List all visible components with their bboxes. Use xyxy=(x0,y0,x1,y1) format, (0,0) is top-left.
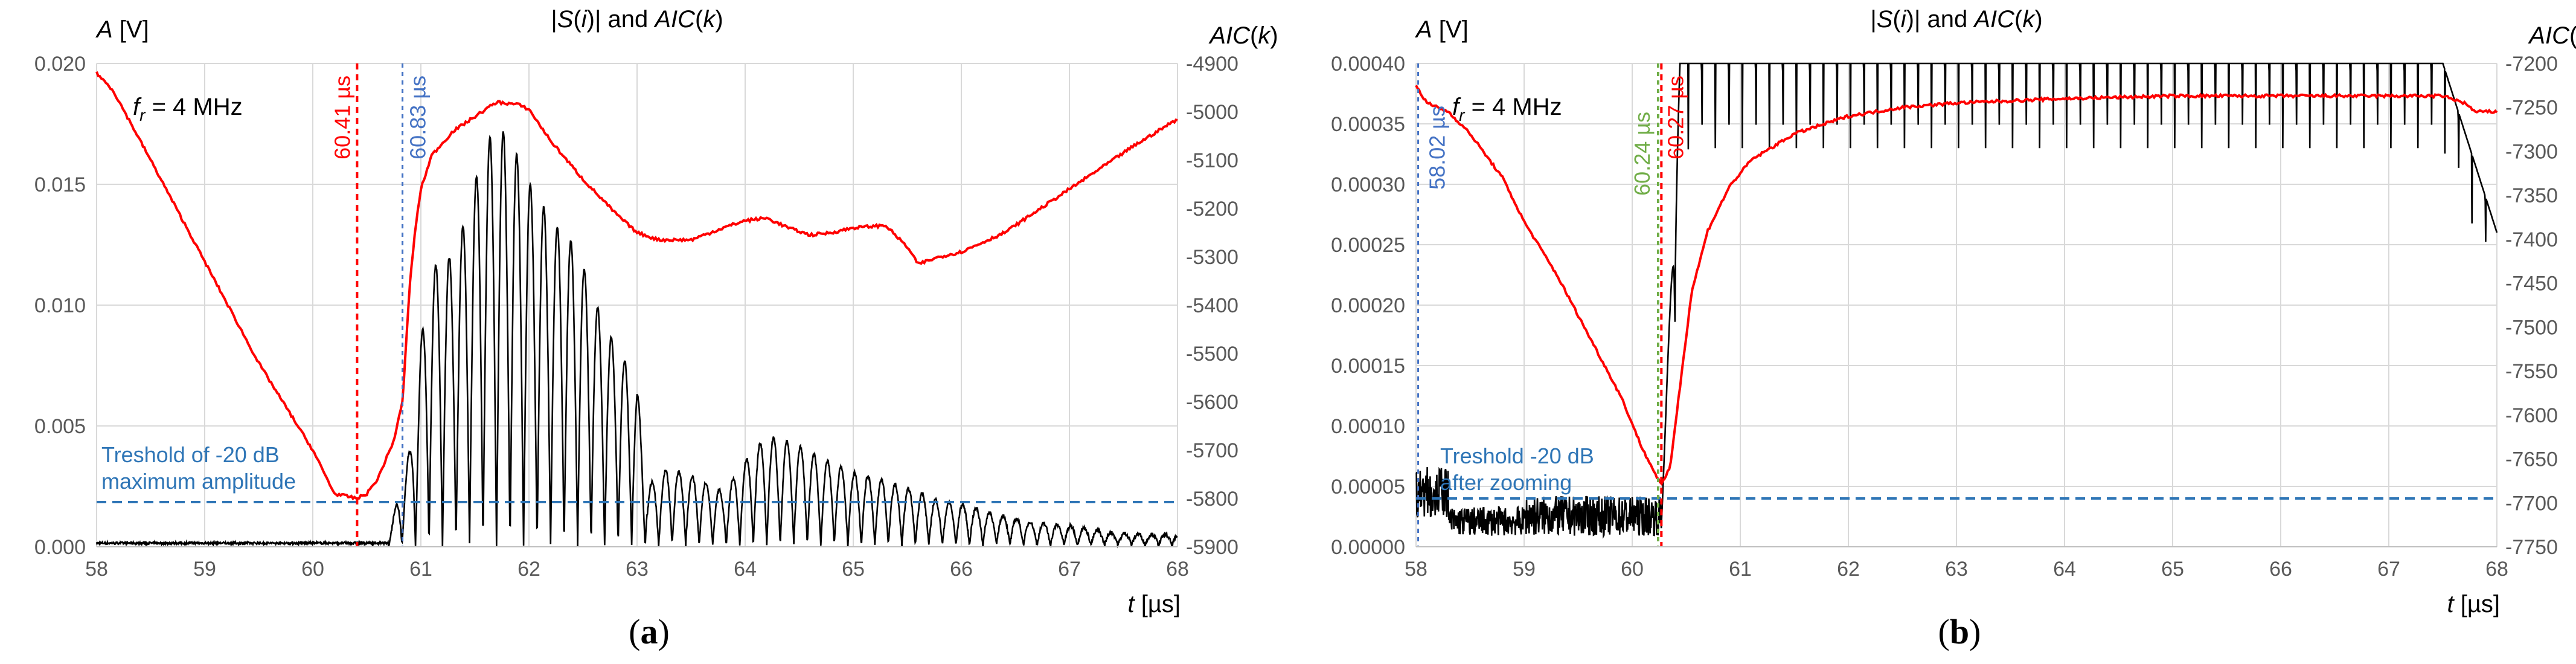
y-right-tick-label: -7700 xyxy=(2505,492,2558,515)
series-line-aic xyxy=(1415,85,2498,486)
y-left-tick-label: 0.005 xyxy=(34,415,86,438)
y-left-tick-label: 0.015 xyxy=(34,173,86,196)
series-line-signal xyxy=(95,131,1178,549)
y-left-tick-label: 0.00005 xyxy=(1331,475,1405,498)
y-left-tick-label: 0.010 xyxy=(34,294,86,317)
y-left-tick-label: 0.000 xyxy=(34,536,86,559)
y-right-tick-label: -5800 xyxy=(1186,488,1238,511)
chart-title: |S(i)| and AIC(k) xyxy=(1870,6,2042,33)
x-tick-label: 67 xyxy=(1058,558,1081,581)
chart-a: 58 59 60 61 62 63 64 65 66 67 68 0.000 0.005 0.010 0.0… xyxy=(34,6,1278,651)
y-left-tick-label: 0.020 xyxy=(34,53,86,76)
vline-label: 60.24 µs xyxy=(1630,112,1655,196)
x-tick-label: 63 xyxy=(1945,558,1968,581)
x-tick-label: 67 xyxy=(2377,558,2400,581)
left-axis-label: A [V] xyxy=(95,16,149,43)
x-tick-label: 58 xyxy=(1405,558,1427,581)
right-axis-label: AIC(k) xyxy=(2528,22,2576,49)
chart-title: |S(i)| and AIC(k) xyxy=(551,6,723,33)
y-right-tick-label: -5900 xyxy=(1186,536,1238,559)
y-left-tick-label: 0.00030 xyxy=(1331,173,1405,196)
threshold-label: after zooming xyxy=(1440,470,1572,495)
x-tick-label: 63 xyxy=(626,558,649,581)
y-right-tick-label: -5200 xyxy=(1186,198,1238,221)
vline-label: 58.02 µs xyxy=(1425,106,1450,190)
x-tick-label: 66 xyxy=(950,558,973,581)
y-left-tick-label: 0.00035 xyxy=(1331,113,1405,136)
x-tick-label: 62 xyxy=(1837,558,1860,581)
x-tick-label: 64 xyxy=(2053,558,2076,581)
x-axis-label: t [µs] xyxy=(2447,591,2500,617)
y-left-tick-label: 0.00000 xyxy=(1331,536,1405,559)
x-tick-label: 64 xyxy=(734,558,757,581)
threshold-label: maximum amplitude xyxy=(101,469,296,494)
x-tick-label: 58 xyxy=(85,558,108,581)
y-right-tick-label: -5000 xyxy=(1186,101,1238,124)
panel-caption: (a) xyxy=(629,612,670,651)
frequency-label: fr = 4 MHz xyxy=(133,94,243,124)
y-right-tick-label: -4900 xyxy=(1186,53,1238,76)
y-right-tick-label: -7500 xyxy=(2505,316,2558,339)
y-right-tick-label: -5300 xyxy=(1186,246,1238,269)
x-tick-label: 61 xyxy=(409,558,432,581)
y-right-tick-label: -5500 xyxy=(1186,343,1238,366)
y-right-tick-label: -7750 xyxy=(2505,536,2558,559)
frequency-label: fr = 4 MHz xyxy=(1452,94,1562,124)
panel-caption: (b) xyxy=(1938,612,1981,651)
y-right-tick-label: -5600 xyxy=(1186,391,1238,414)
vline-label: 60.83 µs xyxy=(406,76,431,160)
x-tick-label: 60 xyxy=(1621,558,1644,581)
y-left-tick-label: 0.00025 xyxy=(1331,234,1405,257)
y-right-tick-label: -5700 xyxy=(1186,439,1238,462)
chart-b: 58 59 60 61 62 63 64 65 66 67 68 0.00000 0.00005 0.00… xyxy=(1331,6,2576,651)
y-right-tick-label: -7350 xyxy=(2505,184,2558,207)
y-right-tick-label: -7550 xyxy=(2505,360,2558,383)
y-right-tick-label: -5400 xyxy=(1186,294,1238,317)
y-right-tick-label: -7400 xyxy=(2505,228,2558,251)
y-right-tick-label: -7600 xyxy=(2505,404,2558,427)
x-tick-label: 61 xyxy=(1729,558,1752,581)
right-axis-label: AIC(k) xyxy=(1208,22,1278,49)
y-left-tick-label: 0.00020 xyxy=(1331,294,1405,317)
x-tick-label: 62 xyxy=(517,558,540,581)
x-tick-label: 65 xyxy=(2161,558,2184,581)
threshold-label: Treshold -20 dB xyxy=(1440,443,1594,468)
y-right-tick-label: -7200 xyxy=(2505,53,2558,76)
x-tick-label: 66 xyxy=(2269,558,2292,581)
x-tick-label: 60 xyxy=(301,558,324,581)
x-tick-label: 68 xyxy=(2485,558,2508,581)
x-tick-label: 68 xyxy=(1166,558,1189,581)
y-left-tick-label: 0.00015 xyxy=(1331,355,1405,378)
y-right-tick-label: -7250 xyxy=(2505,97,2558,120)
x-axis-label: t [µs] xyxy=(1127,591,1181,617)
y-right-tick-label: -7300 xyxy=(2505,140,2558,163)
y-left-tick-label: 0.00040 xyxy=(1331,53,1405,76)
x-tick-label: 59 xyxy=(193,558,216,581)
y-right-tick-label: -5100 xyxy=(1186,149,1238,172)
threshold-label: Treshold of -20 dB xyxy=(101,442,280,467)
series-line-signal xyxy=(1415,62,2498,540)
x-tick-label: 59 xyxy=(1513,558,1536,581)
vline-label: 60.27 µs xyxy=(1663,76,1688,160)
y-right-tick-label: -7450 xyxy=(2505,272,2558,295)
y-left-tick-label: 0.00010 xyxy=(1331,415,1405,438)
series-line-aic xyxy=(95,71,1178,501)
y-right-tick-label: -7650 xyxy=(2505,448,2558,471)
vline-label: 60.41 µs xyxy=(330,76,354,160)
left-axis-label: A [V] xyxy=(1415,16,1469,43)
x-tick-label: 65 xyxy=(842,558,865,581)
